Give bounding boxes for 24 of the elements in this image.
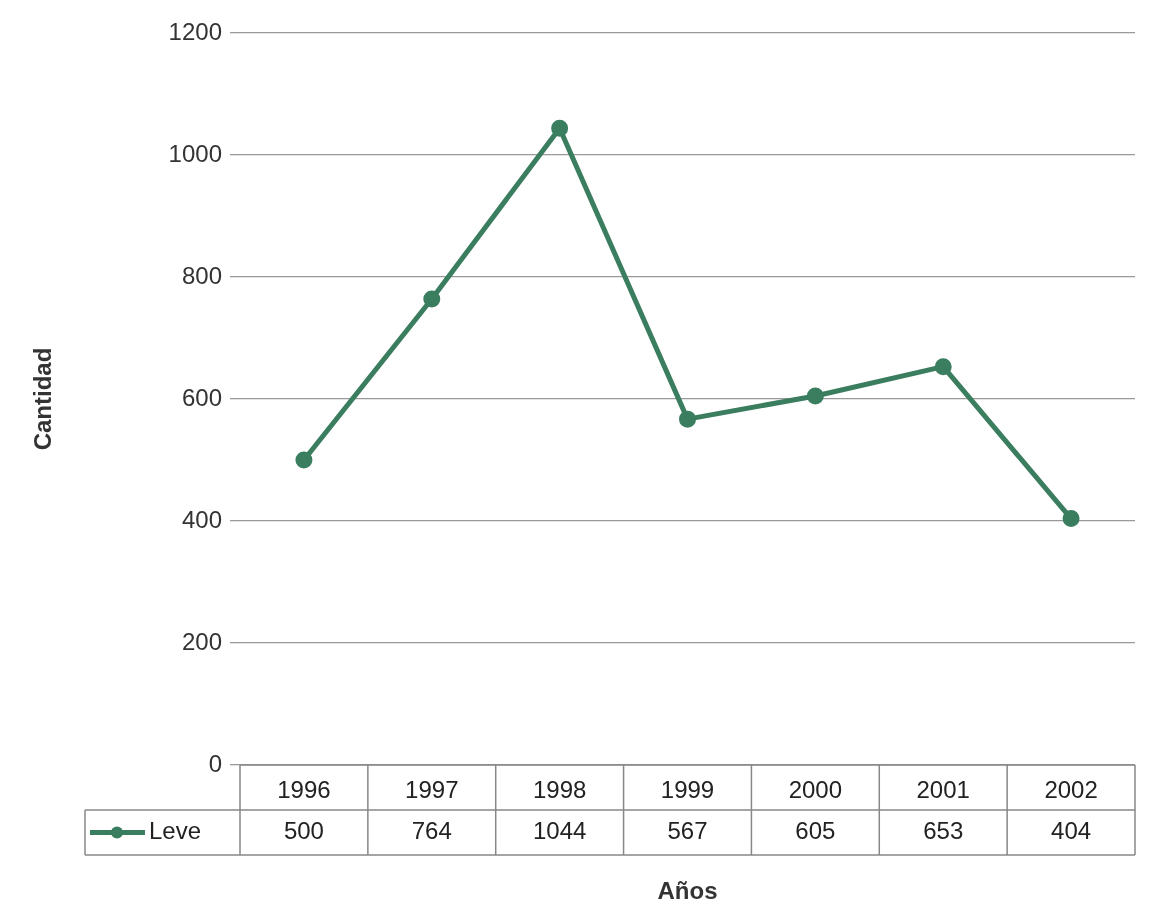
- y-tick-label: 1000: [168, 139, 222, 167]
- data-label: 653: [923, 817, 964, 845]
- data-label: 567: [667, 817, 708, 845]
- y-tick-label: 200: [181, 627, 222, 655]
- y-tick-label: 0: [208, 749, 222, 777]
- x-tick-label: 2001: [916, 776, 970, 804]
- data-label: 605: [795, 817, 836, 845]
- x-tick-label: 2000: [788, 776, 843, 804]
- x-tick-label: 1997: [405, 776, 459, 804]
- y-tick-label: 800: [181, 261, 222, 289]
- data-label: 500: [283, 817, 324, 845]
- y-axis-title: Cantidad: [29, 347, 57, 451]
- y-tick-label: 600: [181, 383, 222, 411]
- data-label: 764: [411, 817, 452, 845]
- x-tick-label: 1998: [532, 776, 587, 804]
- x-tick-label: 2002: [1044, 776, 1098, 804]
- y-tick-label: 400: [181, 505, 222, 533]
- data-label: 404: [1051, 817, 1092, 845]
- x-tick-label: 1999: [660, 776, 715, 804]
- y-tick-label: 1200: [168, 17, 222, 45]
- x-axis-title: Años: [657, 877, 718, 905]
- x-tick-label: 1996: [277, 776, 331, 804]
- legend-label: Leve: [149, 817, 202, 845]
- data-label: 1044: [532, 817, 587, 845]
